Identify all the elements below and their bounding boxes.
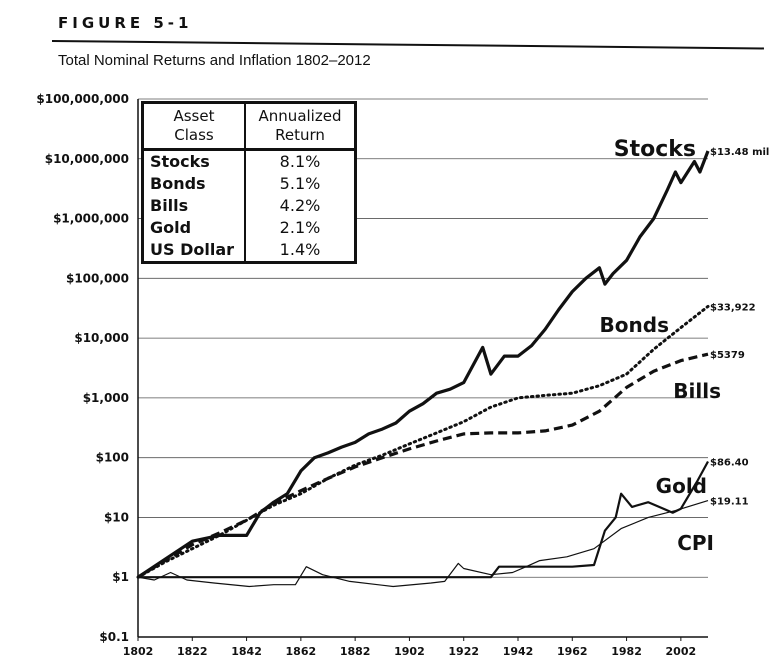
- series-line-gold: [138, 460, 709, 579]
- header-return-line1: Annualized: [258, 107, 342, 125]
- asset-return: 2.1%: [244, 217, 356, 239]
- table-header-row: Asset Class Annualized Return: [142, 102, 356, 151]
- asset-return: 5.1%: [244, 173, 356, 195]
- table-row: Stocks 8.1%: [143, 149, 356, 173]
- series-line-stocks: [137, 150, 710, 579]
- series-name-label: CPI: [677, 531, 714, 555]
- end-value-label: $19.11: [710, 497, 749, 508]
- asset-return: 1.4%: [244, 239, 356, 263]
- table-row: Bills 4.2%: [143, 195, 356, 217]
- table-row: Bonds 5.1%: [143, 173, 356, 195]
- asset-name: US Dollar: [150, 240, 235, 259]
- x-tick-label: 1822: [177, 645, 208, 658]
- x-tick-label: 1802: [123, 645, 154, 658]
- table-row: US Dollar 1.4%: [143, 239, 356, 263]
- header-return-line2: Return: [275, 126, 325, 144]
- y-tick-label: $10: [104, 510, 129, 524]
- y-tick-label: $100,000: [66, 271, 129, 285]
- x-tick-label: 1942: [503, 645, 534, 658]
- series-line-cpi: [137, 500, 709, 588]
- series-line-bills: [137, 352, 709, 579]
- x-tick-label: 1882: [340, 645, 371, 658]
- asset-name: Bills: [150, 196, 189, 215]
- figure-label: FIGURE 5-1: [58, 14, 193, 32]
- asset-return: 4.2%: [244, 195, 356, 217]
- y-tick-label: $100,000,000: [36, 92, 129, 106]
- x-tick-label: 2002: [666, 645, 697, 658]
- asset-name: Gold: [150, 218, 192, 237]
- y-tick-label: $100: [96, 451, 129, 465]
- y-tick-label: $1: [112, 570, 129, 584]
- series-name-label: Stocks: [614, 137, 696, 162]
- end-value-label: $86.40: [710, 457, 749, 468]
- series-line-bonds: [136, 304, 710, 579]
- end-value-label: $5379: [710, 350, 745, 361]
- x-tick-label: 1962: [557, 645, 588, 658]
- series-name-label: Gold: [656, 474, 707, 498]
- asset-name: Bonds: [150, 174, 206, 193]
- y-tick-label: $0.1: [99, 630, 129, 644]
- series-name-label: Bills: [673, 379, 721, 403]
- header-asset-line1: Asset: [173, 107, 215, 125]
- x-tick-label: 1922: [448, 645, 479, 658]
- table-row: Gold 2.1%: [143, 217, 356, 239]
- figure-title: Total Nominal Returns and Inflation 1802…: [58, 52, 371, 69]
- end-value-label: $13.48 mil: [710, 147, 769, 158]
- x-tick-label: 1902: [394, 645, 425, 658]
- asset-name: Stocks: [150, 152, 210, 171]
- x-tick-label: 1982: [611, 645, 642, 658]
- y-tick-label: $10,000,000: [45, 152, 129, 166]
- series-name-label: Bonds: [600, 313, 669, 337]
- asset-return: 8.1%: [244, 149, 356, 173]
- x-tick-label: 1862: [286, 645, 317, 658]
- x-tick-label: 1842: [231, 645, 262, 658]
- annualized-return-table: Asset Class Annualized Return Stocks 8.1…: [141, 101, 357, 264]
- header-asset-line2: Class: [174, 126, 214, 144]
- header-asset-class: Asset Class: [142, 102, 245, 151]
- y-tick-label: $10,000: [74, 331, 129, 345]
- y-tick-label: $1,000,000: [53, 212, 129, 226]
- header-annualized-return: Annualized Return: [244, 102, 356, 151]
- end-value-label: $33,922: [710, 302, 756, 313]
- y-tick-label: $1,000: [83, 391, 129, 405]
